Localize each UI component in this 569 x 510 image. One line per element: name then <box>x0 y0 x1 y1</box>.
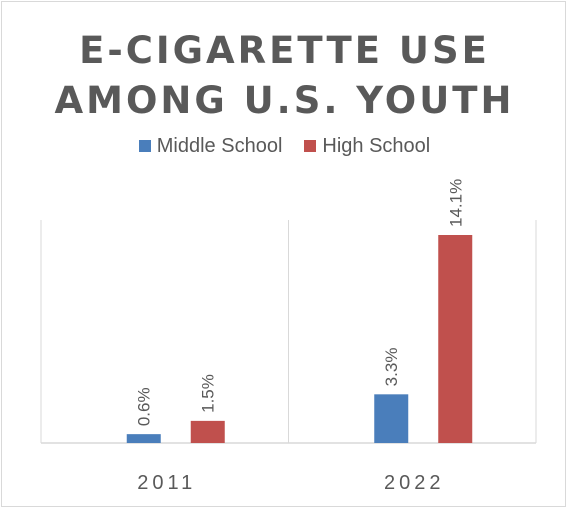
x-tick-label-2011: 2011 <box>137 472 196 494</box>
chart-legend: Middle School High School <box>0 134 569 158</box>
chart-title-line-1: E-CIGARETTE USE <box>79 29 490 72</box>
chart-title: E-CIGARETTE USE AMONG U.S. YOUTH <box>0 26 569 126</box>
bar-high-school-2011 <box>190 420 225 443</box>
data-label-high-school-2022: 14.1% <box>446 179 465 227</box>
legend-item-high-school: High School <box>304 135 430 158</box>
data-label-high-school-2011: 1.5% <box>199 374 218 413</box>
data-label-middle-school-2022: 3.3% <box>382 348 401 387</box>
data-label-middle-school-2011: 0.6% <box>135 387 154 426</box>
legend-label-high-school: High School <box>322 134 431 157</box>
chart-title-line-2: AMONG U.S. YOUTH <box>54 79 515 122</box>
bar-middle-school-2022 <box>374 394 409 443</box>
bar-middle-school-2011 <box>126 434 161 443</box>
legend-label-middle-school: Middle School <box>156 134 283 157</box>
legend-item-middle-school: Middle School <box>138 134 283 158</box>
x-tick-label-2022: 2022 <box>384 472 445 494</box>
legend-swatch-high-school <box>304 140 317 152</box>
legend-swatch-middle-school <box>138 140 151 152</box>
bar-high-school-2022 <box>438 235 473 443</box>
